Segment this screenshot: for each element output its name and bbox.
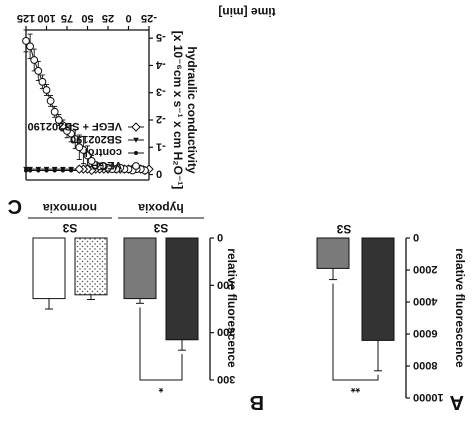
panel-b: B relative fluorescence 0 100 200 300 S3 hyp…: [28, 201, 264, 413]
panel-c-marker-open-circle: [22, 37, 30, 45]
panel-c-legend-label: control: [85, 146, 122, 158]
panel-c-marker-diamond: [74, 164, 85, 174]
panel-c-y-tick-label: -4: [155, 58, 166, 70]
panel-c-marker-open-circle: [132, 162, 140, 170]
figure-upright: A relative fluorescence 0200040006000800…: [8, 5, 467, 413]
panel-a-significance-label: **: [351, 381, 361, 395]
panel-b-groups: S3 hypoxia S3 normoxia: [28, 201, 204, 235]
panel-b-group-sub-label: S3: [153, 221, 168, 235]
panel-c-marker-open-circle: [54, 116, 63, 124]
panel-b-bar: [123, 237, 157, 300]
panel-c-marker-triangle: [35, 166, 42, 172]
panel-c-x-tick-label: 25: [102, 12, 114, 24]
panel-b-significance-bracket: [139, 307, 183, 381]
panel-c-x-tick-label: 100: [37, 12, 55, 24]
panel-c-letter: C: [8, 195, 22, 217]
panel-c-marker-open-circle: [58, 121, 67, 130]
panel-b-tick-label: 100: [217, 278, 235, 290]
panel-c-y-tick-label: -3: [156, 86, 166, 98]
panel-c-marker-open-circle: [83, 151, 92, 160]
panel-b-ylabel: relative fluorescence: [225, 248, 239, 368]
panel-a-bar: [316, 237, 350, 269]
panel-c-marker-triangle: [27, 166, 33, 172]
panel-c-x-tick-label: 75: [61, 12, 73, 24]
panel-c-marker-triangle: [23, 166, 29, 172]
panel-c-legend-label: VEGF + SB202190: [28, 120, 122, 132]
panel-a-significance-bracket: [332, 283, 379, 381]
panel-a-tick-label: 8000: [413, 359, 437, 371]
panel-c-marker-triangle: [68, 166, 74, 172]
panel-c-marker-open-circle: [75, 143, 84, 152]
panel-c-marker-open-circle: [30, 56, 39, 64]
panel-c-marker-open-circle: [34, 67, 43, 75]
panel-c-legend-label: SB202190: [70, 133, 122, 145]
panel-c-marker-filled-circle: [134, 151, 138, 155]
panel-c-marker-open-circle: [38, 77, 47, 86]
panel-c-y-tick-label: -2: [156, 113, 166, 125]
panel-c-marker-open-circle: [71, 135, 80, 143]
panel-c-marker-triangle: [60, 166, 66, 172]
panel-b-letter: B: [250, 391, 264, 413]
panel-b-group-label: hypoxia: [138, 201, 184, 215]
panel-b-tick-label: 0: [217, 231, 223, 243]
panel-a-tick-label: 2000: [413, 263, 437, 275]
panel-b-significance-label: *: [158, 381, 163, 395]
panel-c-marker-open-circle: [50, 107, 59, 116]
panel-b-significance: *: [139, 307, 183, 395]
panel-a-group-label: S3: [336, 222, 351, 236]
panel-a-letter: A: [450, 391, 464, 413]
panel-b-bars: [32, 237, 199, 351]
panel-c-marker-open-circle: [26, 42, 34, 51]
panel-c-marker-open-circle: [63, 127, 71, 135]
panel-a-tick-label: 10000: [413, 391, 444, 403]
panel-b-bar: [74, 237, 108, 296]
panel-b-group-label: normoxia: [43, 201, 97, 215]
panel-c-legend-label: VEGF: [92, 159, 122, 171]
panel-c-y-tick-label: 0: [156, 168, 162, 180]
panel-a-ylabel: relative fluorescence: [453, 248, 467, 368]
panel-c-marker-open-circle: [42, 86, 51, 94]
panel-b-tick-label: 300: [217, 373, 235, 385]
panel-c-series: [22, 29, 154, 176]
panel-c: C hydraulic conductivity [x 10⁻⁶cm x s⁻¹…: [8, 5, 276, 217]
panel-c-x-tick-label: 50: [81, 12, 93, 24]
panel-b-bar: [32, 237, 66, 300]
panel-a-y-axis: 0 2000 4000 6000 8000 10000: [405, 231, 444, 403]
panel-c-x-tick-label: 125: [17, 12, 35, 24]
panel-c-ylabel-line2: [x 10⁻⁶cm x s⁻¹ x cm H₂O⁻¹]: [171, 31, 185, 190]
panel-c-x-tick-label: 0: [125, 12, 131, 24]
panel-b-tick-label: 200: [217, 326, 235, 338]
panel-b-y-axis: 0 100 200 300: [209, 231, 235, 385]
panel-c-y-tick-label: -1: [156, 140, 166, 152]
panel-c-marker-triangle: [133, 137, 139, 143]
panel-a: A relative fluorescence 0 2000 4000 6000 800…: [316, 222, 467, 413]
panel-c-marker-diamond: [131, 122, 141, 132]
panel-c-xlabel: time [min]: [218, 5, 275, 19]
panel-c-marker-triangle: [51, 166, 58, 172]
panel-a-tick-label: 6000: [413, 327, 437, 339]
panel-a-tick-label: 0: [413, 231, 419, 243]
panel-a-bars: [316, 237, 395, 372]
panel-a-significance: **: [332, 283, 379, 395]
panel-c-ylabel-line1: hydraulic conductivity: [185, 46, 199, 174]
panel-b-bar: [165, 237, 199, 341]
panel-b-group-sub-label: S3: [62, 221, 77, 235]
panel-c-marker-open-circle: [87, 157, 96, 165]
panel-a-tick-label: 4000: [413, 295, 437, 307]
panel-c-marker-open-circle: [46, 97, 55, 105]
panel-c-x-tick-label: -25: [141, 12, 157, 24]
panel-c-y-tick-label: -5: [156, 31, 166, 43]
panel-c-marker-triangle: [43, 166, 50, 172]
panel-a-bar: [361, 237, 395, 341]
